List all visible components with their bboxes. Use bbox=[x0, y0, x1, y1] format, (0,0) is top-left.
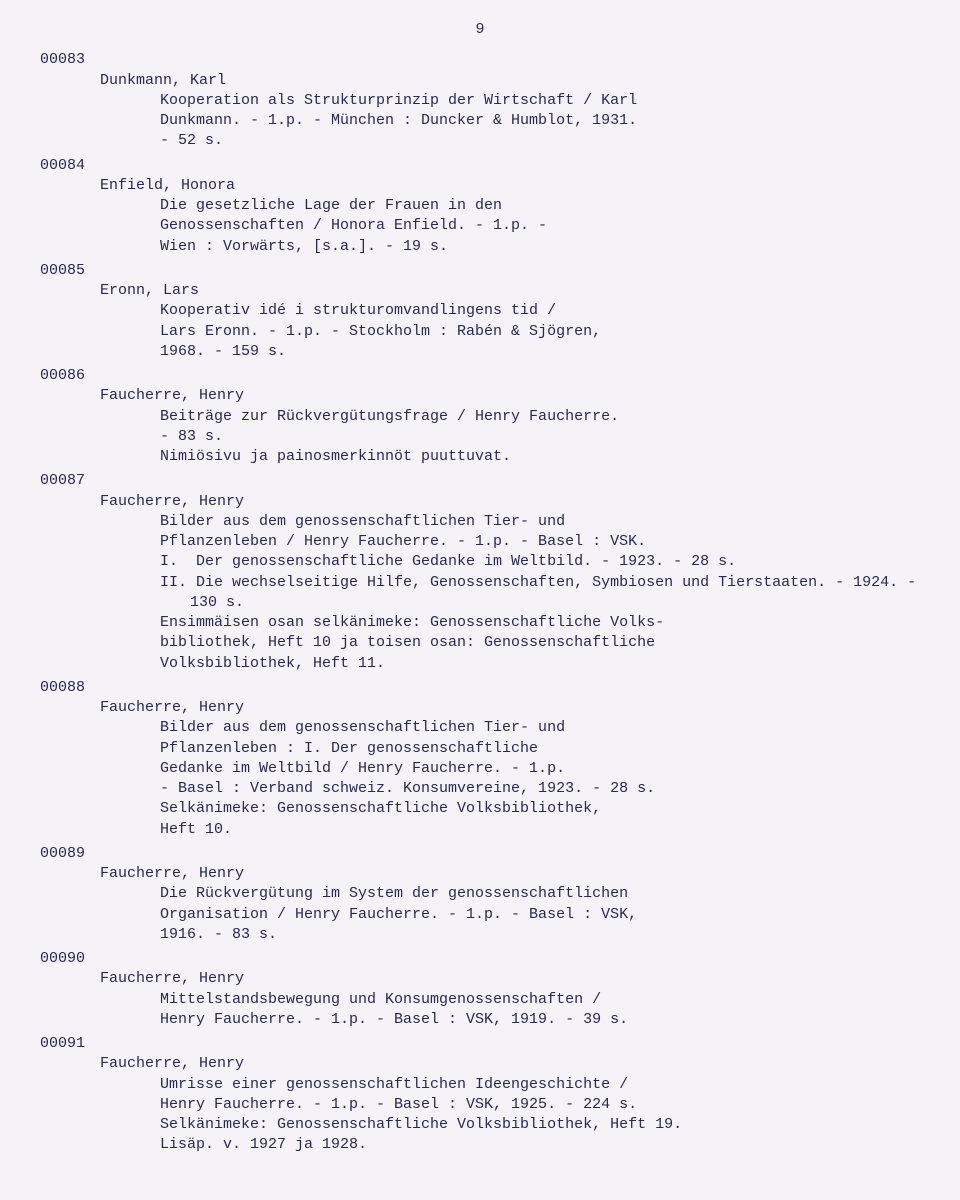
entry-continuation: bibliothek, Heft 10 ja toisen osan: Geno… bbox=[160, 633, 920, 653]
entry-author: Eronn, Lars bbox=[100, 281, 920, 301]
entry-line: Henry Faucherre. - 1.p. - Basel : VSK, 1… bbox=[160, 1010, 920, 1030]
entry-author: Faucherre, Henry bbox=[100, 386, 920, 406]
entry-line: Heft 10. bbox=[160, 820, 920, 840]
entry-author: Faucherre, Henry bbox=[100, 492, 920, 512]
entry-line: Pflanzenleben : I. Der genossenschaftlic… bbox=[160, 739, 920, 759]
entry-line: Selkänimeke: Genossenschaftliche Volksbi… bbox=[160, 1115, 920, 1135]
entry-line: Umrisse einer genossenschaftlichen Ideen… bbox=[160, 1075, 920, 1095]
entry-continuation: Volksbibliothek, Heft 11. bbox=[160, 654, 920, 674]
entry-author: Enfield, Honora bbox=[100, 176, 920, 196]
entry-id: 00086 bbox=[40, 366, 920, 386]
entry-line: Kooperativ idé i strukturomvandlingens t… bbox=[160, 301, 920, 321]
bibliography-entry: 00084Enfield, HonoraDie gesetzliche Lage… bbox=[40, 156, 920, 257]
entry-line: - 52 s. bbox=[160, 131, 920, 151]
entry-line: Genossenschaften / Honora Enfield. - 1.p… bbox=[160, 216, 920, 236]
entry-line: Gedanke im Weltbild / Henry Faucherre. -… bbox=[160, 759, 920, 779]
entry-line: Wien : Vorwärts, [s.a.]. - 19 s. bbox=[160, 237, 920, 257]
bibliography-entry: 00087Faucherre, HenryBilder aus dem geno… bbox=[40, 471, 920, 674]
bibliography-entry: 00091Faucherre, HenryUmrisse einer genos… bbox=[40, 1034, 920, 1156]
entry-line: 1916. - 83 s. bbox=[160, 925, 920, 945]
entry-author: Dunkmann, Karl bbox=[100, 71, 920, 91]
entry-line: - Basel : Verband schweiz. Konsumvereine… bbox=[160, 779, 920, 799]
entry-line: Dunkmann. - 1.p. - München : Duncker & H… bbox=[160, 111, 920, 131]
entry-id: 00083 bbox=[40, 50, 920, 70]
entry-author: Faucherre, Henry bbox=[100, 969, 920, 989]
entry-line: - 83 s. bbox=[160, 427, 920, 447]
entry-id: 00087 bbox=[40, 471, 920, 491]
entry-id: 00090 bbox=[40, 949, 920, 969]
entry-line: Pflanzenleben / Henry Faucherre. - 1.p. … bbox=[160, 532, 920, 552]
entry-author: Faucherre, Henry bbox=[100, 864, 920, 884]
entry-line: Kooperation als Strukturprinzip der Wirt… bbox=[160, 91, 920, 111]
entry-line: Beiträge zur Rückvergütungsfrage / Henry… bbox=[160, 407, 920, 427]
bibliography-entry: 00086Faucherre, HenryBeiträge zur Rückve… bbox=[40, 366, 920, 467]
entry-line: Organisation / Henry Faucherre. - 1.p. -… bbox=[160, 905, 920, 925]
entry-line: Die Rückvergütung im System der genossen… bbox=[160, 884, 920, 904]
entry-subline: I. Der genossenschaftliche Gedanke im We… bbox=[190, 552, 920, 572]
entry-author: Faucherre, Henry bbox=[100, 698, 920, 718]
bibliography-entry: 00085Eronn, LarsKooperativ idé i struktu… bbox=[40, 261, 920, 362]
entry-id: 00091 bbox=[40, 1034, 920, 1054]
entry-line: Bilder aus dem genossenschaftlichen Tier… bbox=[160, 512, 920, 532]
bibliography-list: 00083Dunkmann, KarlKooperation als Struk… bbox=[40, 50, 920, 1155]
entry-line: Lars Eronn. - 1.p. - Stockholm : Rabén &… bbox=[160, 322, 920, 342]
entry-line: Die gesetzliche Lage der Frauen in den bbox=[160, 196, 920, 216]
bibliography-entry: 00089Faucherre, HenryDie Rückvergütung i… bbox=[40, 844, 920, 945]
bibliography-entry: 00088Faucherre, HenryBilder aus dem geno… bbox=[40, 678, 920, 840]
entry-author: Faucherre, Henry bbox=[100, 1054, 920, 1074]
bibliography-entry: 00090Faucherre, HenryMittelstandsbewegun… bbox=[40, 949, 920, 1030]
entry-id: 00085 bbox=[40, 261, 920, 281]
page-number: 9 bbox=[40, 20, 920, 40]
entry-id: 00088 bbox=[40, 678, 920, 698]
entry-line: Nimiösivu ja painosmerkinnöt puuttuvat. bbox=[160, 447, 920, 467]
entry-line: Selkänimeke: Genossenschaftliche Volksbi… bbox=[160, 799, 920, 819]
entry-line: 1968. - 159 s. bbox=[160, 342, 920, 362]
entry-continuation: Ensimmäisen osan selkänimeke: Genossensc… bbox=[160, 613, 920, 633]
entry-id: 00084 bbox=[40, 156, 920, 176]
entry-line: Henry Faucherre. - 1.p. - Basel : VSK, 1… bbox=[160, 1095, 920, 1115]
entry-line: Mittelstandsbewegung und Konsumgenossens… bbox=[160, 990, 920, 1010]
entry-subline: II. Die wechselseitige Hilfe, Genossensc… bbox=[190, 573, 920, 614]
entry-line: Lisäp. v. 1927 ja 1928. bbox=[160, 1135, 920, 1155]
bibliography-entry: 00083Dunkmann, KarlKooperation als Struk… bbox=[40, 50, 920, 151]
entry-line: Bilder aus dem genossenschaftlichen Tier… bbox=[160, 718, 920, 738]
entry-id: 00089 bbox=[40, 844, 920, 864]
